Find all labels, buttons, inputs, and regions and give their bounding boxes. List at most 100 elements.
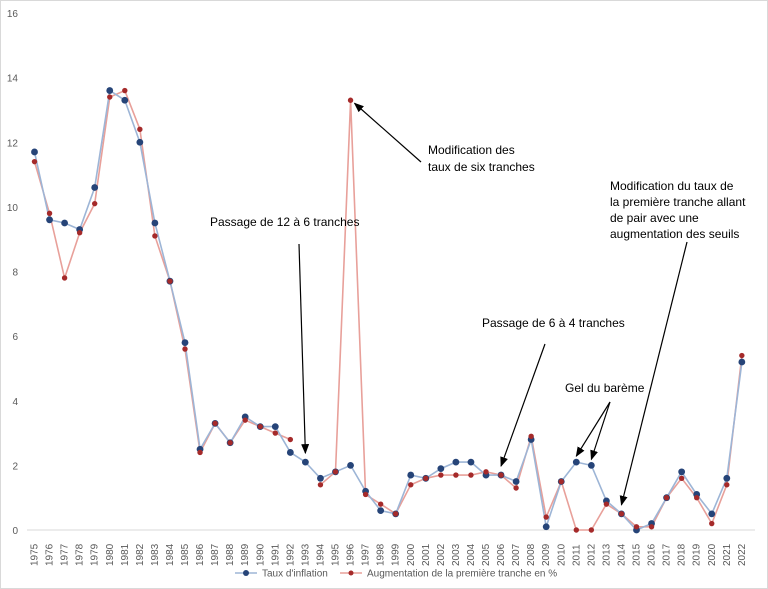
x-tick-label: 1996 (346, 543, 357, 566)
increase-point (678, 475, 685, 481)
y-tick-label: 2 (12, 461, 18, 472)
x-tick-label: 1985 (180, 543, 191, 566)
annotation-text: Modification du taux de (610, 179, 734, 193)
x-tick-label: 2019 (692, 543, 703, 566)
increase-point (724, 482, 730, 488)
x-tick-label: 1990 (255, 543, 266, 566)
increase-point (408, 482, 414, 488)
increase-point (377, 501, 384, 507)
increase-point (122, 87, 128, 94)
x-tick-label: 1995 (331, 543, 342, 566)
x-tick-label: 1992 (285, 543, 296, 566)
increase-point (423, 475, 429, 481)
inflation-point (136, 138, 144, 146)
increase-point (438, 472, 444, 478)
inflation-point (452, 458, 460, 466)
series-layer (31, 87, 746, 534)
legend-marker (348, 570, 354, 576)
inflation-point (151, 219, 159, 227)
increase-point (332, 469, 339, 475)
axes-layer: 0 2 4 6 8 10 12 14 16 1975 1976 1977 1978 1979 1980 198… (7, 9, 755, 566)
increase-point (573, 527, 579, 533)
annotation-arrow (353, 102, 422, 163)
increase-point (648, 524, 655, 530)
increase-point (242, 417, 248, 423)
inflation-point (708, 510, 716, 518)
increase-point (287, 436, 294, 443)
inflation-point (407, 471, 415, 479)
increase-point (167, 278, 173, 284)
x-tick-label: 1984 (165, 543, 176, 566)
increase-point (362, 491, 369, 498)
increase-point (272, 430, 278, 436)
increase-point (212, 420, 218, 427)
x-tick-label: 2003 (451, 543, 462, 566)
inflation-point (317, 474, 324, 482)
inflation-point (512, 478, 520, 485)
x-tick-label: 2005 (481, 543, 492, 566)
increase-point (31, 158, 38, 165)
x-tick-label: 1982 (135, 543, 146, 566)
increase-point (588, 527, 595, 533)
increase-point (347, 97, 354, 103)
x-tick-label: 1988 (225, 543, 236, 566)
x-tick-label: 2015 (632, 543, 643, 566)
x-tick-label: 2011 (571, 544, 582, 566)
increase-point (739, 352, 745, 359)
x-tick-label: 2002 (436, 543, 447, 566)
increase-point (317, 482, 324, 488)
inflation-point (286, 449, 294, 456)
increase-point (694, 494, 700, 501)
increase-point (483, 469, 489, 475)
increase-point (558, 478, 564, 485)
increase-point (709, 520, 715, 527)
inflation-point (347, 461, 354, 469)
increase-point (137, 126, 143, 133)
increase-point (46, 210, 53, 217)
legend-label: Augmentation de la première tranche en % (367, 569, 557, 580)
increase-point (152, 233, 158, 239)
annotation-arrow (500, 343, 546, 468)
x-tick-label: 1975 (30, 543, 41, 566)
x-tick-label: 1991 (270, 543, 281, 566)
inflation-point (678, 468, 686, 476)
increase-point (182, 346, 188, 352)
annotation-arrow (619, 241, 688, 506)
y-tick-label: 12 (7, 138, 19, 149)
annotation-text: taux de six tranches (428, 160, 535, 174)
legend: Taux d'inflation Augmentation de la premi… (235, 569, 557, 580)
inflation-point (587, 461, 595, 469)
annotation-arrow (590, 401, 611, 461)
inflation-point (271, 423, 279, 430)
x-tick-label: 1993 (300, 543, 311, 566)
increase-point (603, 501, 610, 507)
x-tick-label: 2017 (662, 543, 673, 566)
x-tick-label: 2020 (707, 543, 718, 566)
inflation-point (377, 507, 385, 515)
increase-point (633, 524, 640, 530)
inflation-point (181, 339, 189, 346)
annotation-text: la première tranche allant (610, 195, 746, 209)
annotation-text: Gel du barème (565, 381, 645, 395)
inflation-point (46, 216, 53, 224)
x-tick-label: 2001 (421, 543, 432, 566)
annotation-arrow (298, 243, 310, 455)
annotation-arrow (575, 401, 611, 457)
increase-point (543, 514, 549, 520)
inflation-series-line (33, 89, 743, 531)
inflation-point (723, 474, 731, 482)
x-tick-label: 1989 (240, 543, 251, 566)
increase-point (61, 275, 68, 281)
x-tick-label: 2006 (496, 543, 507, 566)
x-tick-label: 2012 (586, 543, 597, 566)
x-tick-label: 1983 (150, 543, 161, 566)
x-tick-label: 1979 (90, 543, 101, 566)
y-tick-label: 4 (12, 397, 18, 408)
increase-point (197, 449, 203, 456)
x-tick-label: 2008 (526, 543, 537, 566)
x-tick-label: 2014 (616, 543, 627, 566)
increase-point (107, 94, 113, 100)
x-tick-label: 1980 (105, 543, 116, 566)
x-tick-label: 2009 (541, 543, 552, 566)
